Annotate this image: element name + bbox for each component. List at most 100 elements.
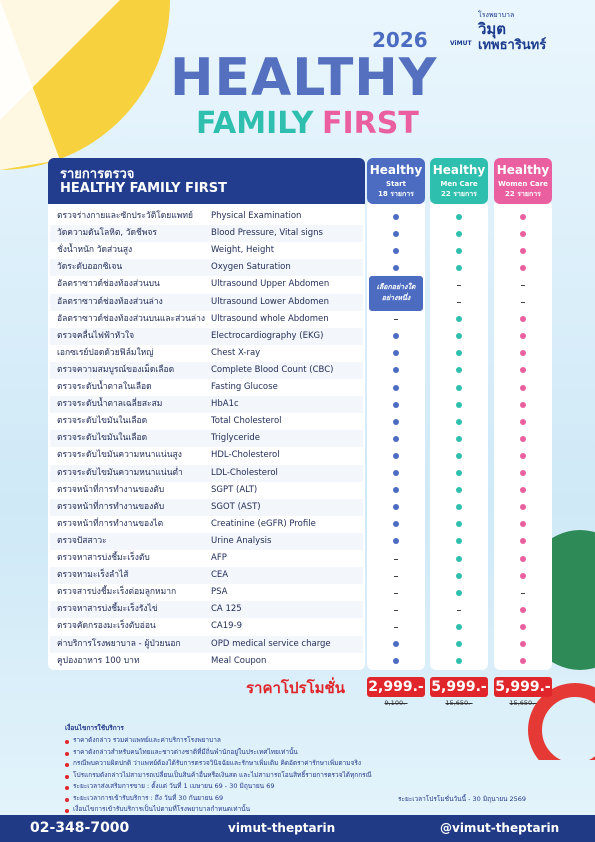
dot — [456, 435, 462, 442]
dash — [457, 302, 461, 304]
item-thai: ชั่งน้ำหนัก วัดส่วนสูง — [57, 245, 133, 256]
original-price: 15,650.- — [445, 699, 473, 707]
item-thai: ตรวจระดับไขมันในเลือด — [57, 416, 148, 427]
logo-brand: ViMUT — [450, 40, 472, 47]
dot — [456, 452, 462, 459]
row-stripe — [50, 464, 363, 482]
dot — [393, 350, 399, 357]
dot — [456, 555, 462, 562]
row-stripe — [50, 259, 363, 277]
item-thai: ตรวจระดับไขมันในเลือด — [57, 433, 148, 444]
row-stripe — [50, 361, 363, 379]
dash — [394, 319, 398, 321]
item-english: Complete Blood Count (CBC) — [211, 364, 334, 375]
package-line1: Healthy — [432, 163, 486, 177]
dot — [393, 452, 399, 459]
row-stripe — [50, 430, 363, 448]
package-header — [494, 158, 552, 204]
row-stripe — [50, 498, 363, 516]
item-thai: คูปองอาหาร 100 บาท — [57, 655, 140, 666]
dot — [520, 623, 526, 630]
dash — [521, 592, 525, 594]
item-thai: ตรวจหาสารบ่งชี้มะเร็งตับ — [57, 553, 150, 563]
row-stripe — [50, 225, 363, 243]
period: ระยะเวลาโปรโมชั่นวันนี้ - 30 มิถุนายน 25… — [398, 795, 527, 803]
dot — [456, 487, 462, 494]
package-line3: 18 รายการ — [378, 190, 414, 198]
dot — [520, 538, 526, 545]
dot — [520, 641, 526, 648]
dot — [456, 521, 462, 528]
dot — [520, 401, 526, 408]
condition-bullet — [65, 763, 69, 767]
dot — [456, 401, 462, 408]
dot — [393, 213, 399, 220]
logo-sub: เทพธารินทร์ — [478, 38, 547, 53]
dot — [520, 555, 526, 562]
phone: 02-348-7000 — [30, 820, 130, 836]
dot — [456, 384, 462, 391]
table-header — [48, 158, 365, 204]
dash — [394, 626, 398, 628]
item-thai: ตรวจหามะเร็งลำไส้ — [57, 570, 129, 581]
item-english: Total Cholesterol — [211, 416, 282, 427]
item-thai: ตรวจหาสารบ่งชี้มะเร็งรังไข่ — [57, 604, 158, 615]
dot — [456, 247, 462, 254]
dot — [393, 384, 399, 391]
item-english: Urine Analysis — [211, 535, 272, 546]
dot — [520, 521, 526, 528]
dot — [393, 230, 399, 237]
facebook: vimut-theptarin — [228, 821, 336, 835]
dot — [393, 658, 399, 665]
item-english: Chest X-ray — [211, 347, 261, 358]
dot — [456, 333, 462, 340]
dash — [457, 609, 461, 611]
condition-bullet — [65, 751, 69, 756]
row-stripe — [50, 327, 363, 345]
item-thai: ตรวจคัดกรองมะเร็งตับอ่อน — [57, 621, 156, 632]
row-stripe — [50, 635, 363, 653]
dash — [394, 558, 398, 560]
dot — [456, 538, 462, 545]
dot — [456, 418, 462, 425]
item-thai: ตรวจปัสสาวะ — [57, 535, 107, 546]
dot — [520, 350, 526, 357]
row-stripe — [50, 532, 363, 550]
package-line2: Men Care — [440, 180, 478, 188]
footer — [0, 815, 595, 842]
item-thai: ค่าบริการโรงพยาบาล - ผู้ป่วยนอก — [57, 638, 181, 649]
item-thai: อัลตราซาวด์ช่องท้องส่วนบนและส่วนล่าง — [57, 313, 206, 324]
item-thai: ตรวจระดับไขมันความหนาแน่นต่ำ — [57, 467, 183, 478]
table-panel — [48, 158, 365, 670]
condition-bullet — [65, 740, 69, 744]
dot — [393, 367, 399, 374]
table-heading: รายการตรวจ — [60, 167, 135, 182]
item-english: LDL-Cholesterol — [211, 467, 278, 478]
condition-item: ระยะเวลาส่งเสริมการขาย : ตั้งแต่ วันที่ … — [73, 782, 275, 790]
item-english: AFP — [211, 553, 227, 563]
dash — [394, 575, 398, 577]
logo-name: วิมุต — [478, 20, 507, 38]
condition-bullet — [65, 786, 69, 790]
item-english: HDL-Cholesterol — [211, 450, 280, 461]
promo-price: 5,999.- — [494, 677, 552, 697]
item-thai: ตรวจหน้าที่การทำงานของตับ — [57, 484, 165, 495]
dot — [456, 367, 462, 374]
condition-item: โปรแกรมดังกล่าวไม่สามารถเปลี่ยนเป็นสินค้… — [73, 770, 372, 779]
dash — [394, 609, 398, 611]
item-thai: เอกซเรย์ปอดด้วยฟิล์มใหญ่ — [57, 347, 154, 358]
choice-note: เลือกอย่างใด — [376, 283, 416, 292]
dot — [456, 658, 462, 665]
dot — [456, 589, 462, 596]
dot — [520, 247, 526, 254]
umbrella — [0, 0, 170, 170]
item-english: Physical Examination — [211, 211, 302, 221]
title-first: FIRST — [322, 106, 419, 141]
row-stripe — [50, 567, 363, 585]
condition-item: ระยะเวลาการเข้ารับบริการ : ถึง วันที่ 30… — [73, 793, 224, 802]
item-english: Oxygen Saturation — [211, 262, 291, 273]
item-english: CA 125 — [211, 604, 242, 615]
item-english: Meal Coupon — [211, 655, 267, 666]
dot — [393, 641, 399, 648]
item-english: HbA1c — [211, 399, 239, 410]
